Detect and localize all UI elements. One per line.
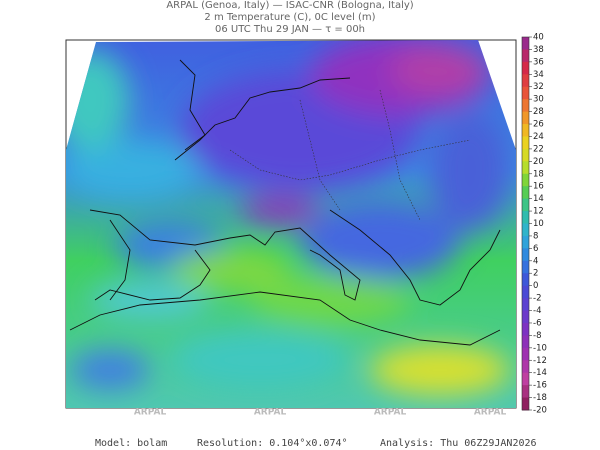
colorbar-band <box>522 124 529 137</box>
colorbar-band <box>522 136 529 150</box>
colorbar-band <box>522 74 529 88</box>
colorbar-band <box>522 372 529 386</box>
colorbar-label: 38 <box>533 45 544 55</box>
colorbar-band <box>522 385 529 399</box>
colorbar-label: -8 <box>533 331 541 341</box>
temperature-field <box>66 40 516 408</box>
colorbar-label: 6 <box>533 244 538 254</box>
colorbar-label: 14 <box>533 194 544 204</box>
colorbar-band <box>522 360 529 374</box>
header-line: ARPAL (Genoa, Italy) — ISAC-CNR (Bologna… <box>166 0 413 11</box>
colorbar-label: -20 <box>533 406 547 416</box>
colorbar-label: 12 <box>533 207 544 217</box>
colorbar-label: 2 <box>533 269 538 279</box>
colorbar-band <box>522 211 529 224</box>
colorbar-label: -4 <box>533 306 541 316</box>
colorbar-band <box>522 260 529 274</box>
colorbar-band <box>522 322 529 336</box>
watermark: ARPAL <box>374 408 407 418</box>
footer-analysis: Analysis: Thu 06Z29JAN2026 <box>380 438 537 449</box>
colorbar-band <box>522 173 529 187</box>
colorbar-band <box>522 37 529 50</box>
colorbar-band <box>522 397 529 411</box>
colorbar-label: 36 <box>533 57 544 67</box>
colorbar-band <box>522 310 529 324</box>
colorbar-label: 4 <box>533 256 538 266</box>
colorbar-label: -10 <box>533 343 547 353</box>
watermarks: ARPAL ARPAL ARPAL ARPAL <box>134 408 507 418</box>
colorbar-band <box>522 186 529 200</box>
colorbar-label: -6 <box>533 318 541 328</box>
colorbar-band <box>522 61 529 75</box>
colorbar-band <box>522 111 529 125</box>
colorbar-label: 30 <box>533 95 544 105</box>
colorbar-band <box>522 99 529 113</box>
colorbar-band <box>522 49 529 63</box>
colorbar-band <box>522 198 529 212</box>
colorbar-label: -18 <box>533 393 547 403</box>
colorbar-band <box>522 285 529 299</box>
colorbar-band <box>522 273 529 287</box>
colorbar-label: 40 <box>533 33 544 43</box>
colorbar-band <box>522 335 529 349</box>
header-line: 06 UTC Thu 29 JAN — τ = 00h <box>215 24 365 35</box>
colorbar-band <box>522 248 529 262</box>
colorbar-label: -14 <box>533 368 547 378</box>
colorbar-label: 28 <box>533 107 544 117</box>
colorbar-label: 18 <box>533 169 544 179</box>
footer-resolution: Resolution: 0.104°x0.074° <box>197 438 348 449</box>
colorbar-band <box>522 347 529 361</box>
colorbar-label: -12 <box>533 356 547 366</box>
colorbar-label: 8 <box>533 231 538 241</box>
colorbar-label: 34 <box>533 70 544 80</box>
colorbar-label: 26 <box>533 120 544 130</box>
colorbar-band <box>522 298 529 312</box>
colorbar-label: -2 <box>533 294 541 304</box>
footer-model: Model: bolam <box>95 438 167 449</box>
colorbar-band <box>522 148 529 162</box>
header-line: 2 m Temperature (C), 0C level (m) <box>204 12 375 23</box>
coastlines <box>69 59 501 346</box>
watermark: ARPAL <box>254 408 287 418</box>
watermark: ARPAL <box>474 408 507 418</box>
colorbar-label: 16 <box>533 182 544 192</box>
colorbar-label: -16 <box>533 381 547 391</box>
watermark: ARPAL <box>134 408 167 418</box>
colorbar-label: 24 <box>533 132 544 142</box>
colorbar-label: 32 <box>533 82 544 92</box>
colorbar-band <box>522 235 529 249</box>
colorbar-band <box>522 86 529 100</box>
colorbar-label: 10 <box>533 219 544 229</box>
colorbar-label: 22 <box>533 144 544 154</box>
colorbar-label: 0 <box>533 281 538 291</box>
colorbar-label: 20 <box>533 157 544 167</box>
colorbar: 4038363432302826242220181614121086420-2-… <box>521 33 547 416</box>
colorbar-band <box>522 161 529 175</box>
colorbar-band <box>522 223 529 237</box>
borders <box>229 89 471 221</box>
